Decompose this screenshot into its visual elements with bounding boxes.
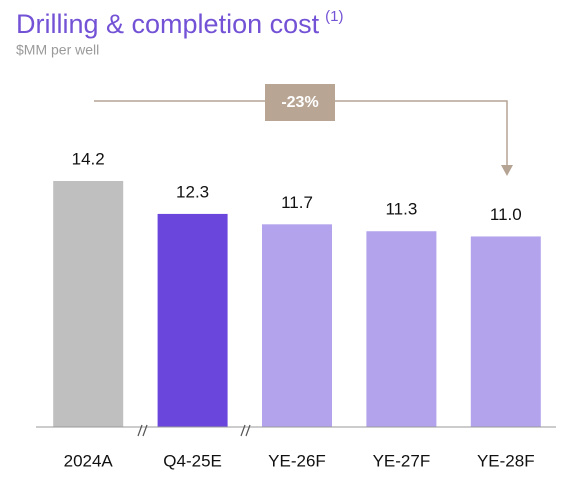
x-tick-label: YE-27F bbox=[373, 451, 431, 470]
bar bbox=[53, 181, 124, 427]
value-label: 11.0 bbox=[490, 205, 522, 224]
x-tick-label: YE-28F bbox=[477, 451, 535, 470]
annotation-text: -23% bbox=[281, 94, 318, 111]
x-tick-label: Q4-25E bbox=[163, 451, 222, 470]
x-tick-label: 2024A bbox=[64, 451, 114, 470]
x-tick-label: YE-26F bbox=[268, 451, 326, 470]
annotation-arrow bbox=[94, 100, 508, 168]
bar bbox=[470, 236, 541, 427]
chart-title: Drilling & completion cost bbox=[16, 9, 320, 39]
arrow-head bbox=[501, 165, 513, 176]
value-label: 11.3 bbox=[385, 200, 417, 219]
title-footnote: (1) bbox=[325, 8, 343, 25]
chart-subtitle: $MM per well bbox=[16, 42, 99, 58]
bar bbox=[366, 231, 437, 427]
value-label: 11.7 bbox=[281, 193, 313, 212]
annotation-box bbox=[265, 84, 335, 121]
value-label: 14.2 bbox=[72, 149, 105, 168]
value-label: 12.3 bbox=[176, 182, 209, 201]
bar bbox=[262, 224, 332, 427]
axis-break bbox=[137, 424, 251, 437]
bar bbox=[157, 213, 228, 427]
